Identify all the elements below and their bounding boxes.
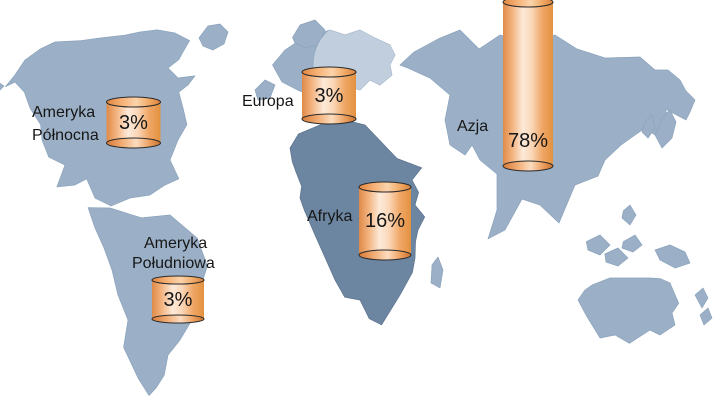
svg-text:3%: 3% bbox=[315, 85, 344, 107]
svg-text:Afryka: Afryka bbox=[307, 208, 352, 225]
svg-text:Północna: Północna bbox=[32, 127, 99, 144]
svg-text:78%: 78% bbox=[508, 130, 548, 152]
svg-text:Ameryka: Ameryka bbox=[144, 235, 207, 252]
svg-text:16%: 16% bbox=[365, 210, 405, 232]
svg-text:Ameryka: Ameryka bbox=[32, 104, 95, 121]
svg-text:3%: 3% bbox=[164, 289, 193, 311]
svg-text:Południowa: Południowa bbox=[132, 255, 215, 272]
svg-text:Europa: Europa bbox=[242, 93, 294, 110]
svg-text:3%: 3% bbox=[119, 112, 148, 134]
svg-text:Azja: Azja bbox=[457, 118, 488, 135]
